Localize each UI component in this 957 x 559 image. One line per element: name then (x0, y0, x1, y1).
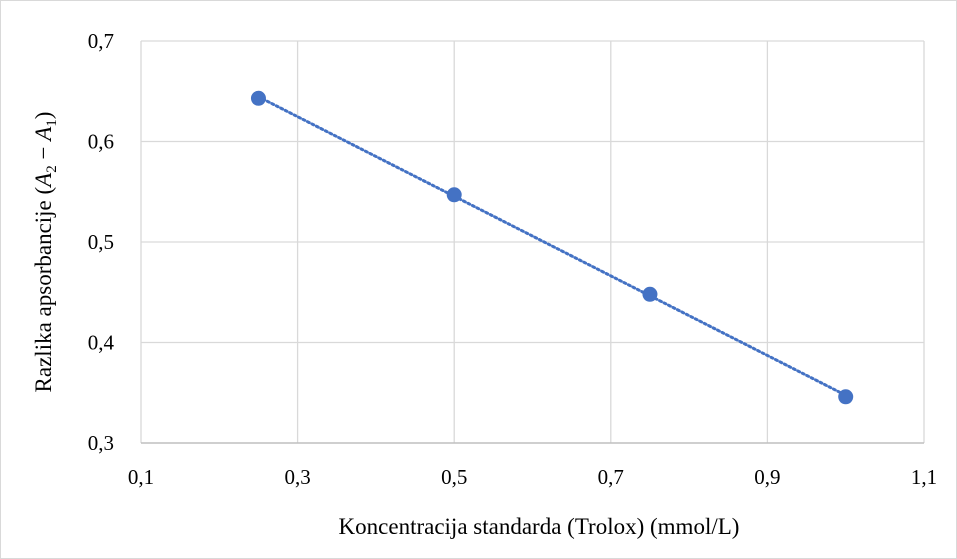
data-point (642, 286, 658, 302)
data-point (446, 187, 462, 203)
y-tick-labels: 0,3 0,4 0,5 0,6 0,7 (88, 29, 115, 455)
x-tick-label: 0,5 (441, 465, 467, 489)
y-axis-title-prefix: Razlika apsorbancije ( (31, 187, 56, 393)
y-axis-title-minus: − (31, 141, 56, 165)
y-tick-label: 0,3 (88, 431, 114, 455)
trendline-group (256, 95, 848, 397)
x-tick-label: 0,9 (754, 465, 780, 489)
y-axis-title-a2: A (31, 172, 56, 189)
y-tick-label: 0,6 (88, 130, 114, 154)
x-tick-labels: 0,1 0,3 0,5 0,7 0,9 1,1 (128, 465, 937, 489)
data-point (250, 90, 266, 106)
trendline (256, 95, 848, 397)
x-tick-label: 1,1 (911, 465, 937, 489)
y-axis-title-a1-sub: 1 (44, 119, 60, 127)
y-axis-title-suffix: ) (31, 112, 56, 120)
x-tick-label: 0,7 (598, 465, 624, 489)
x-axis-title: Koncentracija standarda (Trolox) (mmol/L… (339, 514, 740, 539)
y-axis-title: Razlika apsorbancije (A2 − A1) (31, 112, 60, 393)
data-points (250, 90, 854, 405)
data-point (838, 389, 854, 405)
y-axis-title-a2-sub: 2 (44, 165, 60, 173)
y-axis-title-a1: A (31, 126, 56, 143)
x-tick-label: 0,1 (128, 465, 154, 489)
y-tick-label: 0,4 (88, 331, 115, 355)
y-tick-label: 0,7 (88, 29, 114, 53)
gridlines (140, 40, 925, 443)
y-tick-label: 0,5 (88, 230, 114, 254)
x-tick-label: 0,3 (284, 465, 310, 489)
